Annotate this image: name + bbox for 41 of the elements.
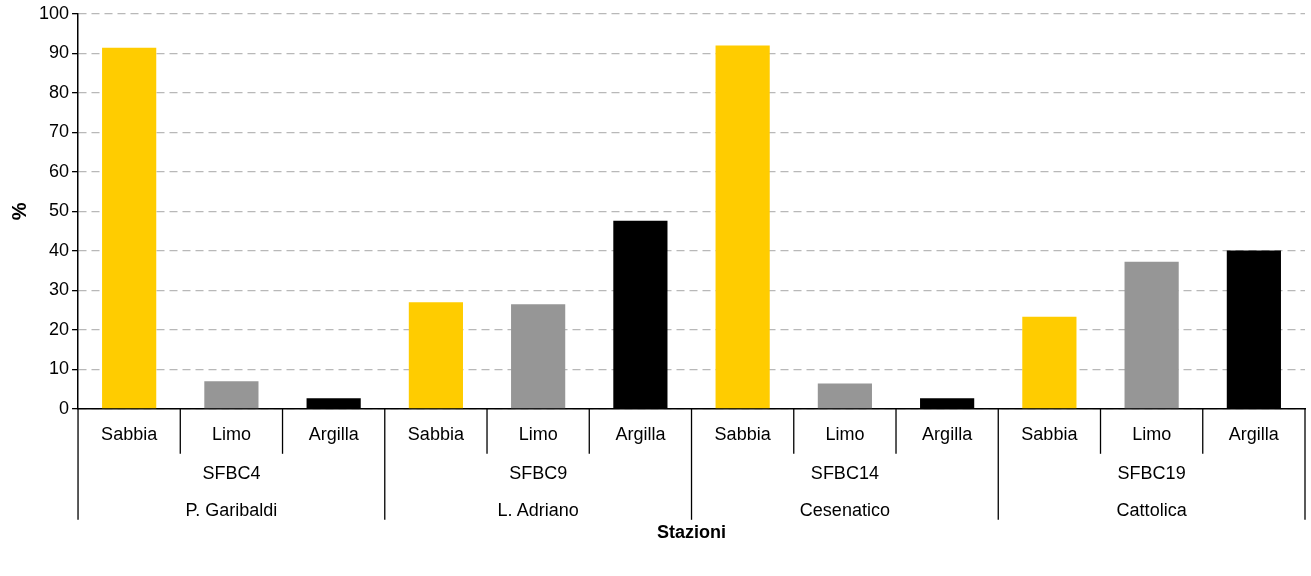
text: SFBC14 bbox=[810, 462, 879, 483]
y-tick-label: 30 bbox=[49, 279, 70, 300]
x-tick-label: Argilla bbox=[922, 423, 974, 444]
x-tick-label: Argilla bbox=[308, 423, 360, 444]
y-tick-label: 20 bbox=[49, 318, 70, 339]
bar bbox=[511, 304, 566, 409]
bar bbox=[204, 381, 259, 409]
y-tick-label: 70 bbox=[49, 121, 70, 142]
x-tick-label: Limo bbox=[211, 423, 251, 444]
x-tick-label: Argilla bbox=[1228, 423, 1280, 444]
x-tick-label: Limo bbox=[825, 423, 865, 444]
text: L. Adriano bbox=[497, 499, 579, 520]
y-tick-label: 90 bbox=[49, 42, 70, 63]
y-tick-label: 80 bbox=[49, 81, 70, 102]
y-axis-title: % bbox=[7, 202, 30, 221]
x-tick-label: Argilla bbox=[615, 423, 667, 444]
text: Cesenatico bbox=[799, 499, 890, 520]
bar bbox=[817, 383, 872, 409]
bar bbox=[102, 47, 157, 409]
y-tick-label: 40 bbox=[49, 239, 70, 260]
bar bbox=[408, 302, 463, 409]
text: P. Garibaldi bbox=[185, 499, 278, 520]
y-tick-label: 10 bbox=[49, 358, 70, 379]
bar bbox=[1124, 261, 1179, 409]
text: SFBC19 bbox=[1117, 462, 1186, 483]
y-tick-label: 100 bbox=[38, 2, 70, 23]
text: SFBC4 bbox=[202, 462, 261, 483]
text: SFBC9 bbox=[509, 462, 568, 483]
x-tick-label: Limo bbox=[1132, 423, 1172, 444]
x-tick-label: Sabbia bbox=[407, 423, 465, 444]
x-tick-label: Limo bbox=[518, 423, 558, 444]
x-tick-label: Sabbia bbox=[714, 423, 772, 444]
y-tick-label: 50 bbox=[49, 200, 70, 221]
y-tick-label: 0 bbox=[59, 397, 70, 418]
x-axis-title: Stazioni bbox=[657, 522, 727, 543]
text: Cattolica bbox=[1116, 499, 1188, 520]
bar bbox=[1022, 316, 1077, 409]
x-tick-label: Sabbia bbox=[1021, 423, 1079, 444]
bar bbox=[715, 45, 770, 409]
y-tick-label: 60 bbox=[49, 160, 70, 181]
x-tick-label: Sabbia bbox=[101, 423, 159, 444]
